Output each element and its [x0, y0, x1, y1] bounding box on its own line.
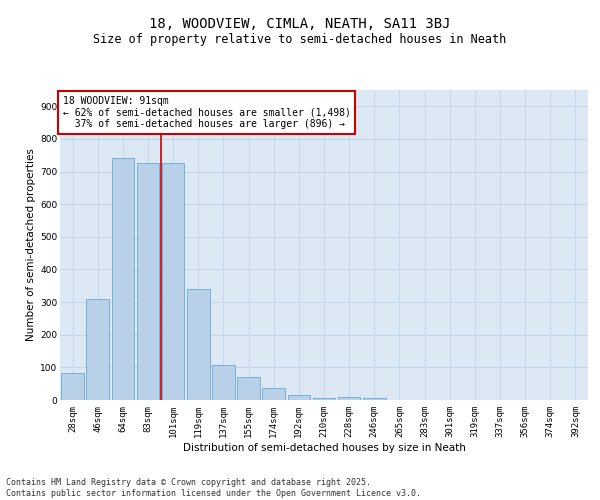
Bar — [212, 365, 235, 400]
Bar — [313, 398, 335, 400]
Text: 18, WOODVIEW, CIMLA, NEATH, SA11 3BJ: 18, WOODVIEW, CIMLA, NEATH, SA11 3BJ — [149, 18, 451, 32]
Bar — [363, 398, 386, 400]
Bar — [287, 395, 310, 400]
Text: Contains HM Land Registry data © Crown copyright and database right 2025.
Contai: Contains HM Land Registry data © Crown c… — [6, 478, 421, 498]
Bar — [338, 398, 361, 400]
Y-axis label: Number of semi-detached properties: Number of semi-detached properties — [26, 148, 36, 342]
Text: Size of property relative to semi-detached houses in Neath: Size of property relative to semi-detach… — [94, 32, 506, 46]
Bar — [86, 300, 109, 400]
Bar — [112, 158, 134, 400]
Bar — [162, 163, 184, 400]
Bar — [237, 377, 260, 400]
Bar — [262, 388, 285, 400]
X-axis label: Distribution of semi-detached houses by size in Neath: Distribution of semi-detached houses by … — [182, 442, 466, 452]
Bar — [61, 373, 84, 400]
Bar — [187, 289, 209, 400]
Text: 18 WOODVIEW: 91sqm
← 62% of semi-detached houses are smaller (1,498)
  37% of se: 18 WOODVIEW: 91sqm ← 62% of semi-detache… — [62, 96, 350, 130]
Bar — [137, 163, 160, 400]
